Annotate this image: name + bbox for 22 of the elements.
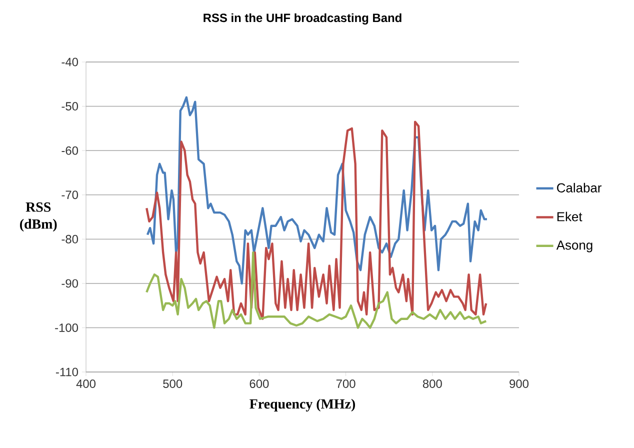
legend-label: Asong xyxy=(556,240,592,252)
x-tick-label: 700 xyxy=(336,380,356,388)
y-tick-label: -100 xyxy=(55,323,78,332)
y-tick-label: -50 xyxy=(62,102,78,111)
x-axis-title: Frequency (MHz) xyxy=(250,398,356,412)
line-series xyxy=(146,96,488,285)
x-tick-label: 900 xyxy=(510,380,529,388)
y-tick-label: -70 xyxy=(62,190,78,200)
y-tick-label: -40 xyxy=(62,58,78,66)
x-tick-label: 500 xyxy=(163,380,182,388)
y-tick-label: -110 xyxy=(56,368,78,376)
chart-title: RSS in the UHF broadcasting Band xyxy=(204,13,402,25)
y-tick-label: -90 xyxy=(62,279,78,288)
x-tick-label: 800 xyxy=(422,380,442,388)
legend-label: Calabar xyxy=(557,182,602,192)
x-tick-label: 600 xyxy=(250,380,269,388)
x-tick-label: 400 xyxy=(76,380,96,388)
legend-label: Eket xyxy=(557,212,582,222)
y-tick-label: -60 xyxy=(62,146,78,155)
y-axis-title: RSS (dBm) xyxy=(20,202,57,232)
y-tick-label: -80 xyxy=(62,234,78,244)
line-series xyxy=(146,120,488,320)
